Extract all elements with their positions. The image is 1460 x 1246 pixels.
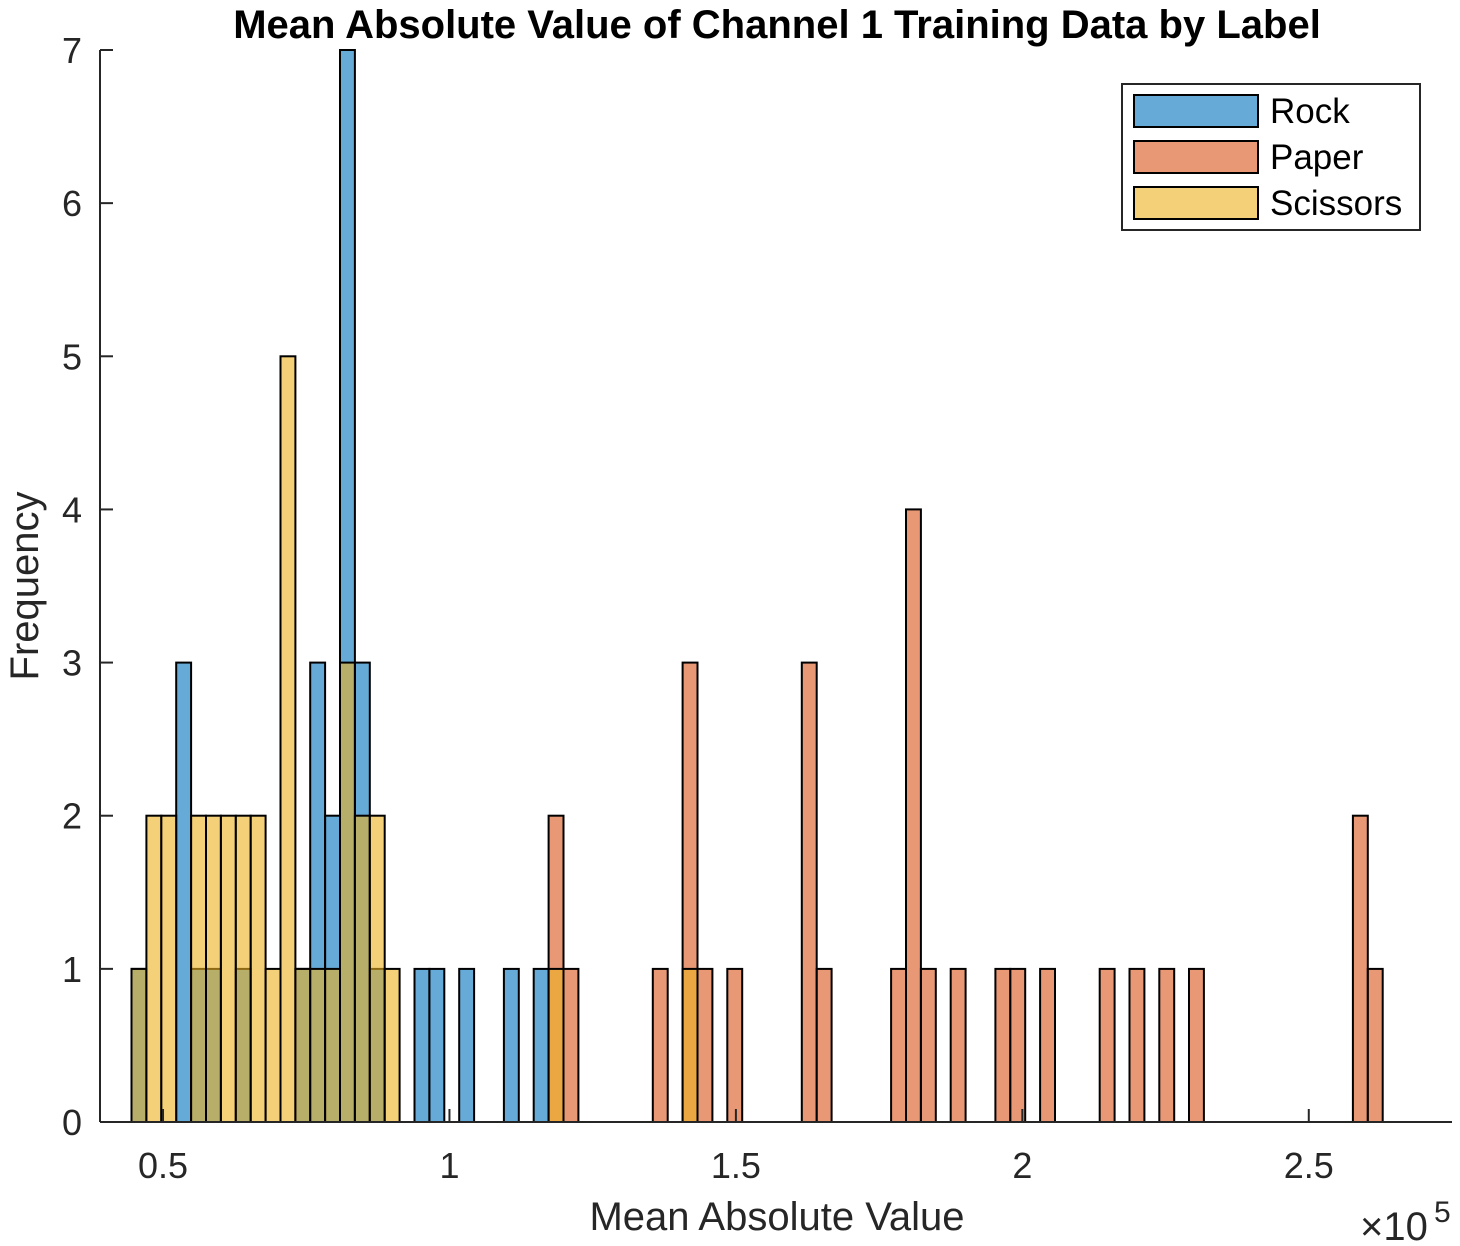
y-tick-label: 6 <box>62 183 82 224</box>
bar-scissors <box>681 967 699 1124</box>
bar-paper <box>949 967 967 1124</box>
bar-scissors <box>368 814 386 1123</box>
bar-paper <box>994 967 1012 1124</box>
y-tick-label: 4 <box>62 489 82 530</box>
legend-swatch-rock <box>1133 94 1259 128</box>
y-axis-ticks: 0 1 2 3 4 5 6 7 <box>62 30 113 1143</box>
bar-rock <box>502 967 520 1124</box>
x-tick-label: 1 <box>439 1145 459 1186</box>
y-tick-label: 0 <box>62 1102 82 1143</box>
x-tick-label: 1.5 <box>711 1145 761 1186</box>
bar-paper <box>919 967 937 1124</box>
bar-paper <box>1009 967 1027 1124</box>
x-axis-ticks: 0.5 1 1.5 2 2.5 <box>138 1109 1334 1186</box>
bar-scissors <box>130 967 148 1124</box>
bar-paper <box>815 967 833 1124</box>
bar-scissors <box>353 814 371 1123</box>
x-tick-label: 2 <box>1012 1145 1032 1186</box>
bar-scissors <box>145 814 163 1123</box>
y-tick-label: 3 <box>62 643 82 684</box>
bar-paper <box>1039 967 1056 1124</box>
y-tick-label: 7 <box>62 30 82 71</box>
bar-paper <box>800 661 818 1123</box>
x-exponent-power: 5 <box>1434 1196 1451 1229</box>
bar-paper <box>651 967 669 1124</box>
bar-paper <box>696 967 714 1124</box>
bar-scissors <box>205 814 222 1123</box>
chart-title: Mean Absolute Value of Channel 1 Trainin… <box>233 3 1321 47</box>
bar-paper <box>1351 814 1369 1123</box>
bar-paper <box>890 967 907 1124</box>
legend-swatch-paper <box>1133 140 1259 174</box>
bar-scissors <box>190 814 208 1123</box>
bar-scissors <box>339 661 356 1123</box>
legend-entries: Rock Paper Scissors <box>1133 92 1402 223</box>
legend-swatch-scissors <box>1133 186 1259 220</box>
bar-rock <box>413 967 431 1124</box>
bar-paper <box>1158 967 1176 1124</box>
legend-label-rock: Rock <box>1270 92 1350 131</box>
bar-scissors <box>249 814 267 1123</box>
bar-rock <box>458 967 476 1124</box>
y-tick-label: 5 <box>62 336 82 377</box>
bar-scissors <box>324 967 342 1124</box>
bar-paper <box>1098 967 1116 1124</box>
bar-paper <box>1188 967 1205 1124</box>
x-axis-exponent: ×10 5 <box>1360 1196 1451 1246</box>
bar-rock <box>532 967 550 1124</box>
bar-scissors <box>234 814 252 1123</box>
bar-paper <box>1128 967 1146 1124</box>
bar-scissors <box>309 967 327 1124</box>
bar-paper <box>562 967 580 1124</box>
bar-scissors <box>383 967 401 1124</box>
bar-rock <box>175 661 193 1123</box>
bar-scissors <box>294 967 312 1124</box>
legend-label-paper: Paper <box>1270 138 1364 177</box>
y-tick-label: 1 <box>62 949 82 990</box>
legend: Rock Paper Scissors <box>1121 83 1421 231</box>
plot-area: 0.5 1 1.5 2 2.5 0 1 2 3 4 5 6 7 <box>62 30 1452 1186</box>
legend-label-scissors: Scissors <box>1270 184 1402 223</box>
bar-paper <box>905 508 922 1123</box>
bar-rock <box>428 967 446 1124</box>
bar-paper <box>1366 967 1384 1124</box>
bar-paper <box>726 967 744 1124</box>
bar-scissors <box>160 814 178 1123</box>
y-axis-label: Frequency <box>3 492 47 681</box>
bar-scissors <box>219 814 237 1123</box>
bar-scissors <box>547 967 565 1124</box>
x-axis-label: Mean Absolute Value <box>589 1195 964 1239</box>
y-tick-label: 2 <box>62 796 82 837</box>
x-tick-label: 0.5 <box>138 1145 188 1186</box>
x-exponent-base: ×10 <box>1360 1205 1428 1246</box>
bar-scissors <box>279 355 297 1123</box>
x-tick-label: 2.5 <box>1284 1145 1334 1186</box>
bar-scissors <box>264 967 282 1124</box>
